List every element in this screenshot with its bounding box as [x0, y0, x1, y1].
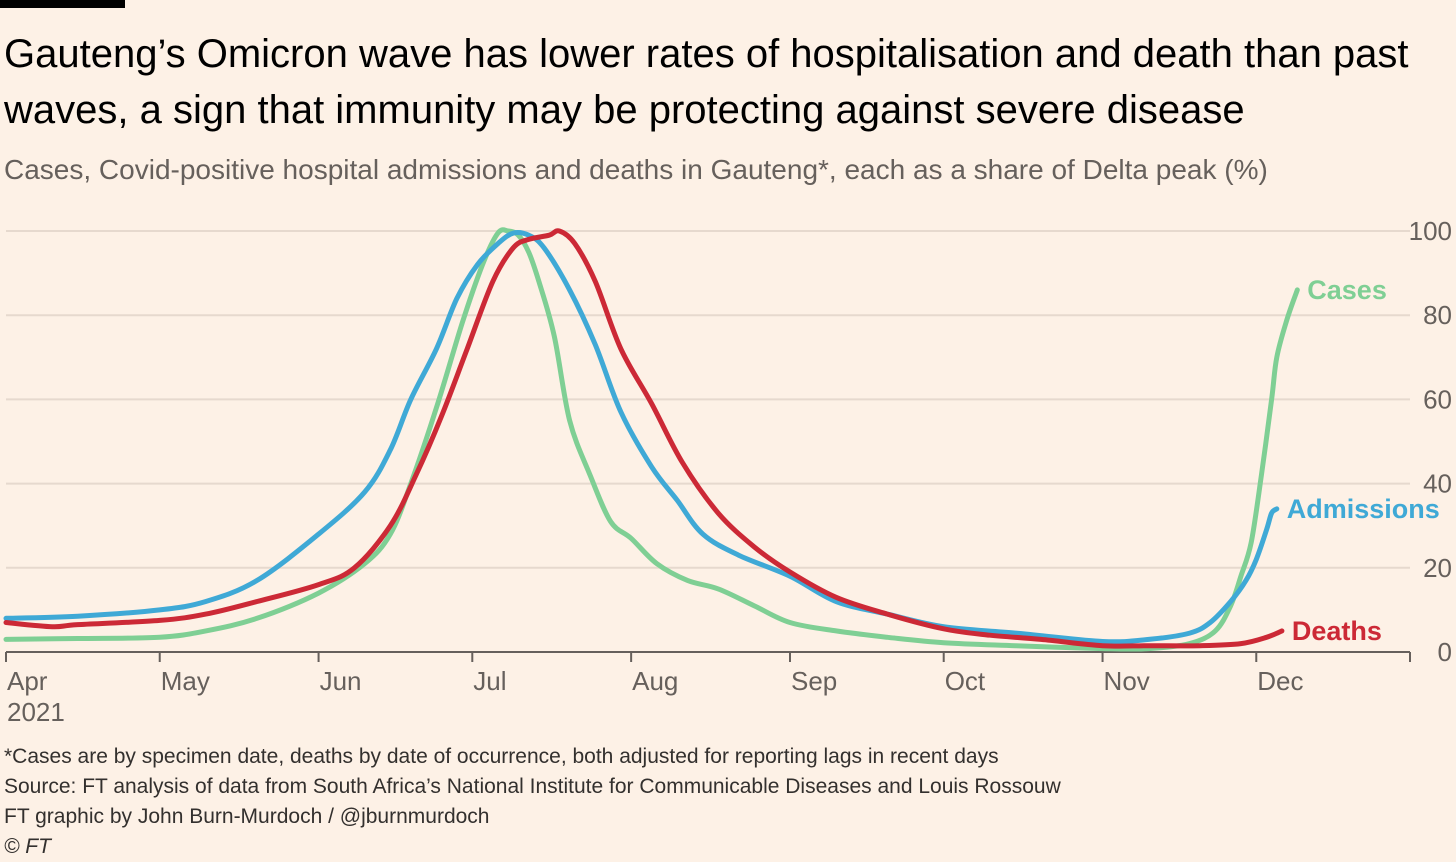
footnote: *Cases are by specimen date, deaths by d… [4, 745, 999, 768]
chart-title: Gauteng’s Omicron wave has lower rates o… [4, 32, 1409, 132]
series-line-deaths [3, 228, 1285, 649]
series-line-cases [3, 227, 1300, 652]
y-tick-label: 40 [1423, 469, 1452, 499]
x-tick-label: Apr [7, 666, 48, 696]
footnotes: *Cases are by specimen date, deaths by d… [4, 742, 1444, 862]
x-tick-label: May [161, 666, 210, 696]
series-lines [3, 227, 1300, 652]
credit-note: FT graphic by John Burn-Murdoch / @jburn… [4, 805, 490, 828]
y-tick-label: 100 [1409, 216, 1452, 246]
x-tick-label: Sep [791, 666, 837, 696]
chart-subtitle: Cases, Covid-positive hospital admission… [4, 154, 1268, 185]
series-label-deaths: Deaths [1292, 616, 1382, 646]
copyright: © FT [4, 835, 51, 858]
brand-bar [0, 0, 125, 8]
x-tick-label: Aug [632, 666, 678, 696]
x-tick-year: 2021 [7, 697, 65, 727]
series-labels: Cases Admissions Deaths [1287, 275, 1440, 646]
y-axis: 0 20 40 60 80 100 [1409, 216, 1452, 667]
series-label-cases: Cases [1307, 275, 1387, 305]
series-label-admissions: Admissions [1287, 494, 1440, 524]
gridlines [6, 230, 1410, 569]
x-tick-label: Jun [320, 666, 362, 696]
y-tick-label: 60 [1423, 384, 1452, 414]
x-tick-label: Oct [945, 666, 986, 696]
x-tick-label: Dec [1257, 666, 1303, 696]
x-tick-label: Nov [1104, 666, 1150, 696]
x-tick-label: Jul [473, 666, 506, 696]
series-line-admissions [3, 230, 1280, 645]
source-note: Source: FT analysis of data from South A… [4, 775, 1061, 798]
y-tick-label: 20 [1423, 553, 1452, 583]
y-tick-label: 80 [1423, 300, 1452, 330]
y-tick-label: 0 [1438, 637, 1452, 667]
